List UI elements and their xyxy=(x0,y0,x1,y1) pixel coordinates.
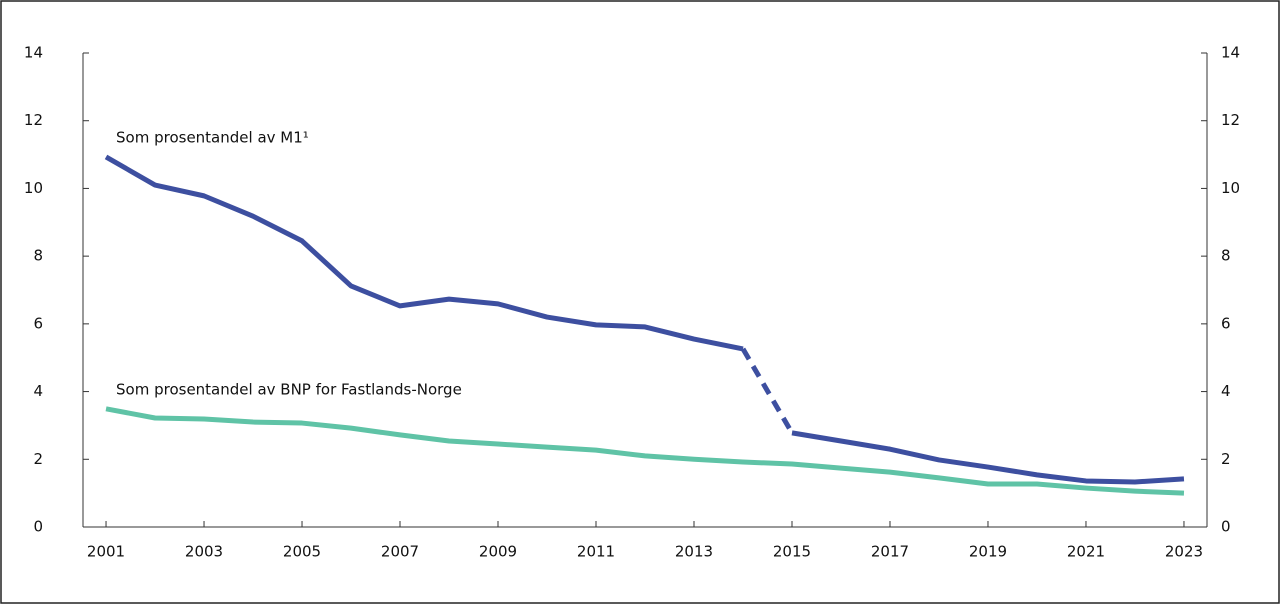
y2-tick-label: 12 xyxy=(1221,111,1240,129)
x-tick-label: 2015 xyxy=(773,543,811,561)
y2-tick-label: 4 xyxy=(1221,382,1231,400)
y-tick-label: 2 xyxy=(33,450,43,468)
series-line-dashed xyxy=(740,347,795,435)
y-tick-label: 4 xyxy=(33,382,43,400)
y-tick-label: 6 xyxy=(33,314,43,332)
x-tick-label: 2001 xyxy=(87,543,125,561)
x-tick-label: 2017 xyxy=(871,543,909,561)
series-line xyxy=(791,430,1185,485)
series-line xyxy=(104,154,744,352)
y-tick-label: 10 xyxy=(24,179,43,197)
y-tick-label: 12 xyxy=(24,111,43,129)
series-label: Som prosentandel av M1¹ xyxy=(116,128,309,146)
x-tick-label: 2007 xyxy=(381,543,419,561)
y2-tick-label: 14 xyxy=(1221,44,1240,62)
x-tick-label: 2023 xyxy=(1165,543,1203,561)
y2-tick-label: 8 xyxy=(1221,247,1231,265)
x-tick-label: 2021 xyxy=(1067,543,1105,561)
x-tick-label: 2003 xyxy=(185,543,223,561)
x-tick-label: 2019 xyxy=(969,543,1007,561)
y-tick-label: 8 xyxy=(33,247,43,265)
series-line xyxy=(105,406,1185,496)
y2-tick-label: 6 xyxy=(1221,314,1231,332)
x-tick-label: 2005 xyxy=(283,543,321,561)
series-label: Som prosentandel av BNP for Fastlands-No… xyxy=(116,380,462,398)
y2-tick-label: 10 xyxy=(1221,179,1240,197)
x-tick-label: 2013 xyxy=(675,543,713,561)
y-tick-label: 0 xyxy=(33,518,43,536)
x-tick-label: 2009 xyxy=(479,543,517,561)
y-tick-label: 14 xyxy=(24,44,43,62)
y2-tick-label: 2 xyxy=(1221,450,1231,468)
x-tick-label: 2011 xyxy=(577,543,615,561)
y2-tick-label: 0 xyxy=(1221,518,1231,536)
